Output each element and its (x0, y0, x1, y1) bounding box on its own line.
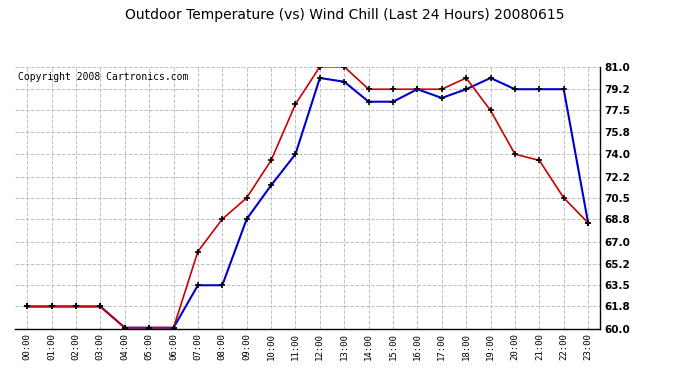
Text: Copyright 2008 Cartronics.com: Copyright 2008 Cartronics.com (18, 72, 188, 82)
Text: Outdoor Temperature (vs) Wind Chill (Last 24 Hours) 20080615: Outdoor Temperature (vs) Wind Chill (Las… (126, 8, 564, 21)
